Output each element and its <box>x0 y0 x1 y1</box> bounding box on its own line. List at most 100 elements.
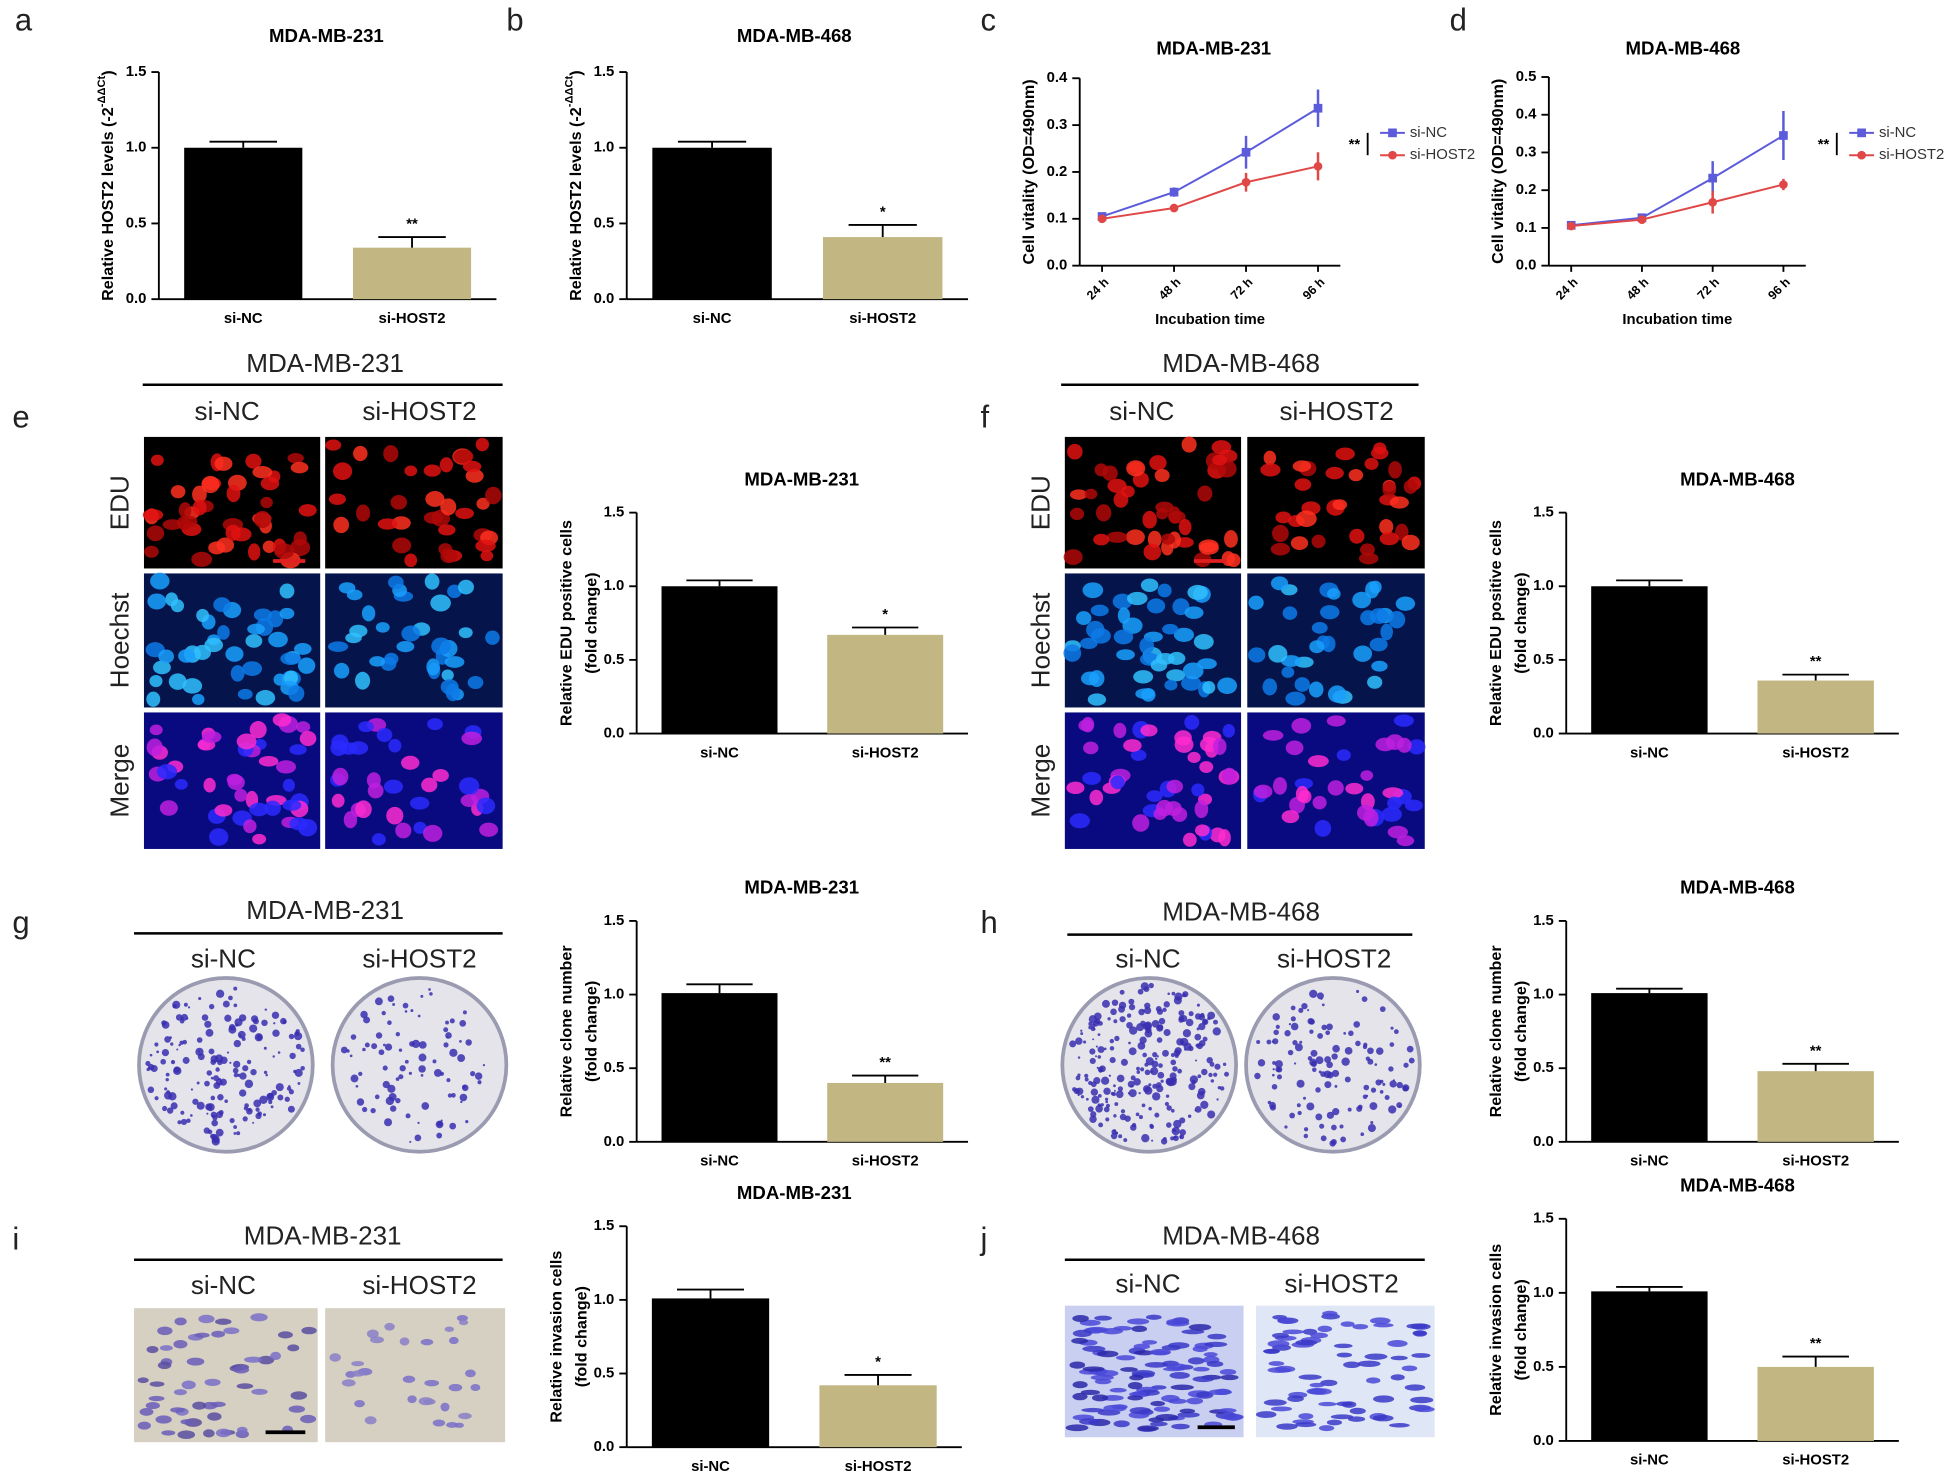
colony <box>1310 1060 1317 1067</box>
cell <box>1166 779 1184 794</box>
colony <box>1140 1020 1146 1027</box>
colony <box>1109 1038 1115 1044</box>
cell <box>1364 457 1379 470</box>
colony <box>263 1070 268 1075</box>
bar <box>1757 1366 1874 1441</box>
colony <box>1095 1104 1103 1113</box>
cell <box>351 1370 365 1377</box>
cell <box>1312 795 1327 810</box>
cell <box>1221 551 1235 567</box>
cell <box>1070 489 1088 500</box>
cell <box>349 624 368 638</box>
colony <box>1303 1133 1309 1139</box>
colony <box>1102 999 1110 1008</box>
y-axis-label: (fold change) <box>582 981 600 1082</box>
cell <box>149 1381 165 1387</box>
legend-label: si-NC <box>1879 125 1916 141</box>
cell <box>1127 591 1148 606</box>
colony <box>1353 1021 1361 1028</box>
cell <box>234 788 248 802</box>
cell <box>460 794 479 808</box>
colony <box>446 1036 449 1039</box>
colony <box>1103 1047 1107 1051</box>
cell <box>1083 741 1099 755</box>
y-tick-label: 0.1 <box>1516 220 1537 236</box>
colony <box>236 1131 241 1136</box>
colony <box>374 997 383 1006</box>
colony <box>1367 1124 1376 1133</box>
cell <box>144 545 159 558</box>
colony <box>1170 1108 1175 1113</box>
colony <box>1194 1105 1202 1113</box>
cell <box>203 1429 215 1438</box>
micrograph <box>1064 1305 1244 1438</box>
cell <box>366 772 381 789</box>
y-tick-label: 0.1 <box>1047 211 1068 227</box>
cell <box>1203 1341 1228 1348</box>
colony <box>358 1071 363 1077</box>
legend-marker <box>1857 150 1866 160</box>
colony <box>364 1042 370 1048</box>
colony <box>1155 1006 1162 1012</box>
group-label: si-NC <box>191 944 256 974</box>
cell <box>396 641 415 653</box>
colony <box>1301 1002 1308 1010</box>
x-tick-label: 48 h <box>1156 275 1183 302</box>
cell <box>174 1317 187 1326</box>
colony <box>436 1132 443 1139</box>
colony <box>1091 1095 1100 1104</box>
colony <box>1152 1092 1161 1101</box>
colony <box>1113 1114 1117 1118</box>
cell <box>1371 660 1388 672</box>
cell <box>150 454 164 466</box>
colony <box>1331 1053 1338 1060</box>
colony <box>1209 1061 1215 1067</box>
colony <box>1340 1136 1347 1143</box>
cell <box>1181 1329 1205 1335</box>
colony <box>1312 1067 1317 1073</box>
colony <box>1142 1085 1151 1093</box>
colony <box>404 1059 409 1064</box>
colony <box>1150 1067 1159 1076</box>
cell <box>1113 1420 1130 1428</box>
colony <box>186 1118 191 1123</box>
cell <box>425 491 445 507</box>
x-tick-label: si-HOST2 <box>849 311 916 327</box>
y-axis-label: (fold change) <box>1512 572 1530 673</box>
error-bar <box>1616 987 1683 994</box>
cell <box>1285 740 1304 756</box>
colony <box>1388 1066 1394 1072</box>
cell <box>1389 1423 1410 1428</box>
bar <box>184 147 303 300</box>
colony <box>294 1068 303 1077</box>
cell <box>1063 549 1083 565</box>
group-label: si-HOST2 <box>1277 944 1391 974</box>
cell <box>1294 677 1310 692</box>
colony <box>1095 1045 1098 1048</box>
significance: ** <box>879 1055 891 1071</box>
cell <box>467 675 484 690</box>
colony <box>1363 1042 1368 1047</box>
colony <box>399 1065 406 1072</box>
x-tick-label: si-NC <box>693 311 732 327</box>
cell <box>1166 669 1186 682</box>
cell <box>330 740 347 757</box>
cell <box>458 777 480 795</box>
cell <box>230 665 245 682</box>
cell <box>1390 1374 1405 1381</box>
micrograph <box>134 1308 318 1443</box>
colony <box>1214 1063 1221 1070</box>
cell <box>279 583 295 599</box>
colony <box>242 1065 249 1072</box>
cell <box>1320 1379 1338 1387</box>
micrograph <box>1064 712 1242 849</box>
colony <box>404 1010 408 1013</box>
colony <box>1128 1089 1137 1098</box>
cell <box>1147 530 1162 548</box>
colony <box>1170 1052 1176 1058</box>
cell <box>201 475 220 494</box>
cell <box>1263 1348 1280 1354</box>
cell <box>1133 670 1154 684</box>
colony <box>1271 1084 1278 1090</box>
